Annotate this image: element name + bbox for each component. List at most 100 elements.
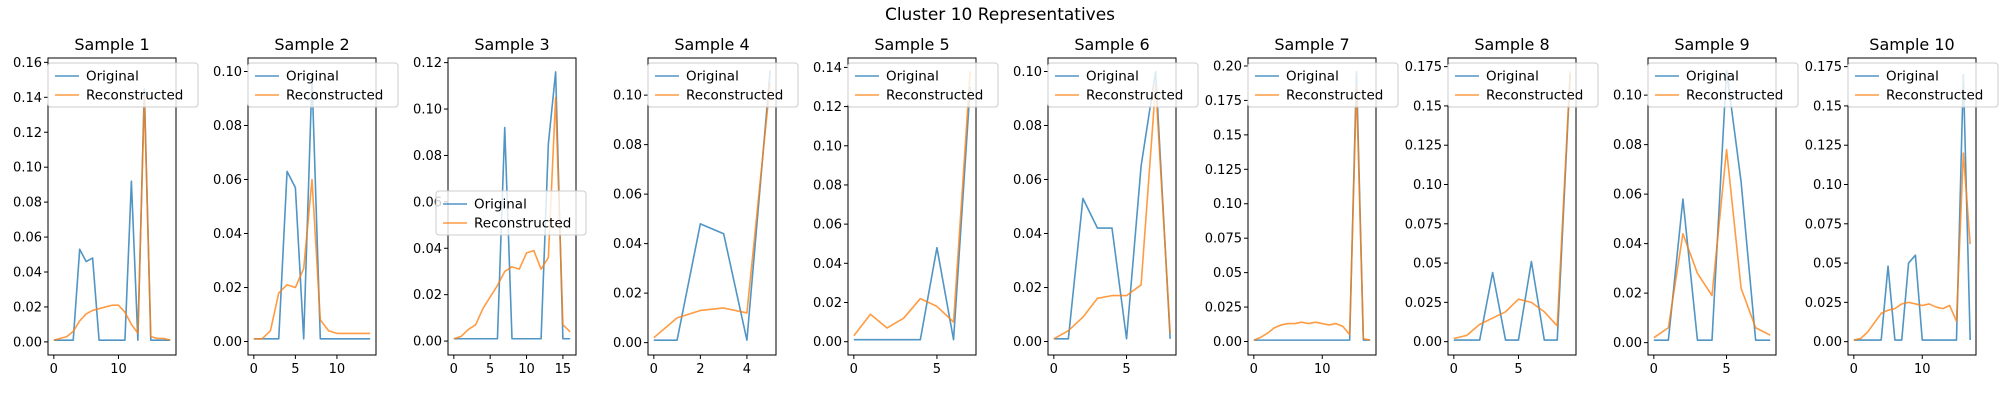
axes-frame [247, 57, 377, 356]
panel-title: Sample 9 [1674, 35, 1749, 54]
x-tick-label: 2 [696, 362, 704, 377]
series-lines [53, 87, 171, 341]
series-lines [1453, 71, 1571, 341]
y-tick-label: 0.10 [213, 65, 242, 80]
panel-title: Sample 8 [1474, 35, 1549, 54]
y-tick-label: 0.12 [813, 100, 842, 115]
reconstructed-line [53, 96, 171, 341]
legend: Original Reconstructed [435, 190, 587, 236]
y-tick-label: 0.125 [1805, 139, 1842, 154]
legend-original-label: Original [1686, 69, 1739, 85]
y-tick-label: 0.15 [1213, 128, 1242, 143]
panel-6: Sample 6 0.00 0.02 0.04 0.06 0.08 0.10 0 5 Origin… [1013, 35, 1199, 377]
panel-3: Sample 3 0.00 0.02 0.04 0.06 0.08 0.10 0.12 0 5 10… [413, 35, 587, 377]
y-tick-label: 0.02 [613, 287, 642, 302]
y-tick-label: 0.175 [1405, 60, 1442, 75]
y-tick-label: 0.125 [1405, 139, 1442, 154]
y-tick-label: 0.025 [1205, 301, 1242, 316]
panel-7: Sample 7 0.00 0.025 0.05 0.075 0.10 0.125 0.15 0… [1205, 35, 1399, 377]
legend-original-label: Original [1286, 69, 1339, 85]
figure-title: Cluster 10 Representatives [885, 5, 1115, 25]
legend-reconstructed-label: Reconstructed [474, 216, 571, 232]
panel-2: Sample 2 0.00 0.02 0.04 0.06 0.08 0.10 0 5 10 Orig… [213, 35, 399, 377]
original-line [1053, 70, 1171, 340]
original-line [53, 87, 171, 341]
y-tick-label: 0.04 [213, 227, 242, 242]
legend-original-label: Original [286, 69, 339, 85]
y-tick-label: 0.02 [213, 281, 242, 296]
panel-title: Sample 10 [1869, 35, 1954, 54]
y-tick-label: 0.175 [1205, 94, 1242, 109]
y-tick-label: 0.08 [1013, 119, 1042, 134]
x-tick-label: 5 [291, 362, 299, 377]
original-line [853, 86, 971, 341]
y-tick-label: 0.05 [1813, 257, 1842, 272]
legend: Original Reconstructed [1447, 62, 1599, 108]
y-tick-label: 0.075 [1405, 217, 1442, 232]
legend-original-label: Original [474, 197, 527, 213]
y-tick-label: 0.075 [1205, 232, 1242, 247]
legend-reconstructed-label: Reconstructed [86, 88, 183, 104]
y-tick-label: 0.00 [1413, 335, 1442, 350]
legend-box [1047, 62, 1199, 108]
y-tick-label: 0.175 [1805, 60, 1842, 75]
y-tick-label: 0.00 [813, 335, 842, 350]
legend: Original Reconstructed [1847, 62, 1999, 108]
y-tick-label: 0.02 [813, 296, 842, 311]
y-tick-label: 0.04 [13, 266, 42, 281]
y-tick-label: 0.20 [1213, 59, 1242, 74]
panel-title: Sample 7 [1274, 35, 1349, 54]
axes-frame [847, 57, 977, 356]
axes-frame [647, 57, 777, 356]
y-tick-label: 0.10 [1213, 197, 1242, 212]
legend-box [1247, 62, 1399, 108]
panel-title: Sample 5 [874, 35, 949, 54]
y-tick-label: 0.10 [1813, 178, 1842, 193]
panel-9: Sample 9 0.00 0.02 0.04 0.06 0.08 0.10 0 5 Origin… [1613, 35, 1799, 377]
y-tick-label: 0.025 [1805, 296, 1842, 311]
x-tick-label: 5 [1122, 362, 1130, 377]
y-tick-label: 0.00 [613, 336, 642, 351]
legend-reconstructed-label: Reconstructed [886, 88, 983, 104]
x-tick-label: 0 [1650, 362, 1658, 377]
x-tick-label: 10 [1314, 362, 1331, 377]
x-tick-label: 10 [329, 362, 346, 377]
y-tick-label: 0.02 [1613, 287, 1642, 302]
y-tick-label: 0.00 [13, 335, 42, 350]
legend-original-label: Original [1886, 69, 1939, 85]
series-lines [853, 71, 971, 341]
legend-box [435, 190, 587, 236]
legend-original-label: Original [1086, 69, 1139, 85]
legend-original-label: Original [86, 69, 139, 85]
axes-frame [1647, 57, 1777, 356]
y-tick-label: 0.10 [13, 161, 42, 176]
x-tick-label: 0 [250, 362, 258, 377]
panel-title: Sample 1 [74, 35, 149, 54]
panel-10: Sample 10 0.00 0.025 0.05 0.075 0.10 0.125 0.15… [1805, 35, 1999, 377]
y-tick-label: 0.10 [613, 89, 642, 104]
series-lines [1253, 70, 1371, 341]
y-tick-label: 0.00 [1813, 335, 1842, 350]
panel-title: Sample 4 [674, 35, 749, 54]
x-tick-label: 15 [555, 362, 572, 377]
reconstructed-line [1253, 85, 1371, 341]
legend-reconstructed-label: Reconstructed [1286, 88, 1383, 104]
legend-box [847, 62, 999, 108]
y-tick-label: 0.04 [813, 257, 842, 272]
original-line [1653, 69, 1771, 341]
y-tick-label: 0.02 [13, 300, 42, 315]
series-lines [1653, 69, 1771, 341]
panel-8: Sample 8 0.00 0.025 0.05 0.075 0.10 0.125 0.15 0… [1405, 35, 1599, 377]
y-tick-label: 0.125 [1205, 163, 1242, 178]
x-tick-label: 0 [1850, 362, 1858, 377]
y-tick-label: 0.14 [813, 61, 842, 76]
y-tick-label: 0.06 [813, 218, 842, 233]
legend-box [647, 62, 799, 108]
y-tick-label: 0.08 [413, 149, 442, 164]
x-tick-label: 0 [650, 362, 658, 377]
y-tick-label: 0.10 [1013, 65, 1042, 80]
x-tick-label: 0 [1250, 362, 1258, 377]
panel-title: Sample 6 [1074, 35, 1149, 54]
panel-title: Sample 3 [474, 35, 549, 54]
